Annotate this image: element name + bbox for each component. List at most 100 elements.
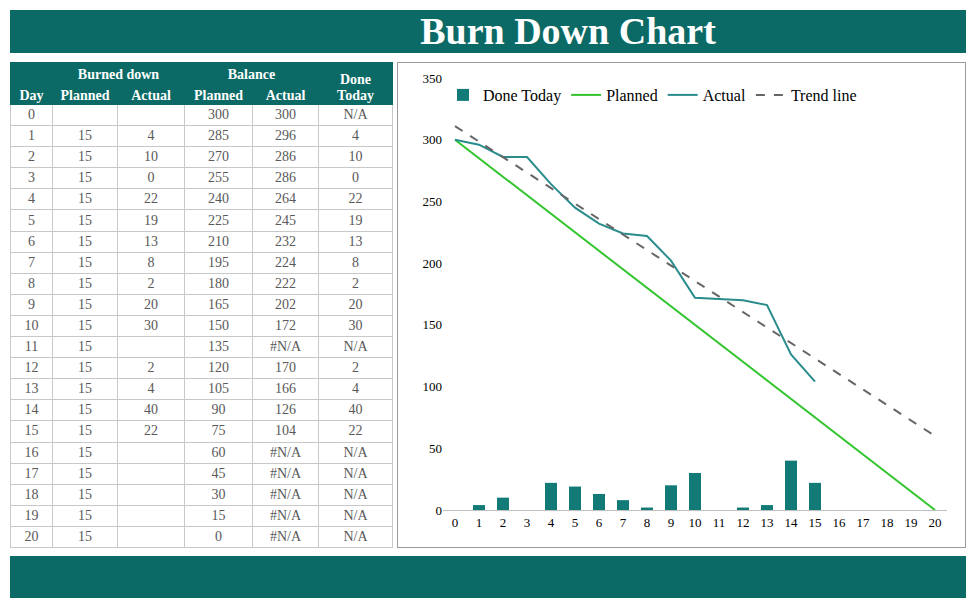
html-text:15: 15 bbox=[24, 423, 39, 439]
html-text:264: 264 bbox=[275, 191, 296, 207]
html-text:N/A: N/A bbox=[343, 444, 368, 460]
html-text:104: 104 bbox=[275, 423, 296, 439]
svg-text:4: 4 bbox=[548, 515, 555, 530]
html-text:105: 105 bbox=[208, 381, 229, 397]
html-text:170: 170 bbox=[275, 360, 296, 376]
html-text:N/A: N/A bbox=[343, 507, 368, 523]
svg-text:15: 15 bbox=[809, 515, 822, 530]
svg-text:20: 20 bbox=[929, 515, 942, 530]
svg-text:350: 350 bbox=[423, 71, 443, 86]
html-text:180: 180 bbox=[208, 275, 229, 291]
html-text:#N/A: #N/A bbox=[269, 465, 302, 481]
html-text:10: 10 bbox=[24, 318, 39, 333]
html-text:22: 22 bbox=[348, 191, 363, 207]
svg-text:300: 300 bbox=[423, 132, 443, 147]
html-text:13: 13 bbox=[24, 381, 39, 397]
html-text:240: 240 bbox=[208, 191, 229, 207]
html-text:10: 10 bbox=[348, 149, 363, 165]
svg-text:250: 250 bbox=[423, 194, 443, 209]
html-text:232: 232 bbox=[275, 233, 296, 249]
html-text:224: 224 bbox=[275, 254, 296, 270]
svg-text:50: 50 bbox=[429, 441, 442, 456]
html-text:N/A: N/A bbox=[343, 528, 368, 544]
html-text:75: 75 bbox=[211, 423, 226, 439]
html-text:172: 172 bbox=[275, 318, 296, 333]
svg-text:1: 1 bbox=[476, 515, 483, 530]
html-text:Done Today: Done Today bbox=[337, 72, 374, 103]
html-text:300: 300 bbox=[275, 107, 296, 122]
html-text:135: 135 bbox=[208, 339, 229, 355]
html-text:225: 225 bbox=[208, 212, 229, 228]
html-text:Actual: Actual bbox=[265, 88, 306, 103]
html-text:286: 286 bbox=[275, 149, 296, 165]
svg-text:17: 17 bbox=[857, 515, 871, 530]
svg-text:2: 2 bbox=[500, 515, 507, 530]
html-text:245: 245 bbox=[275, 212, 296, 228]
svg-text:Planned: Planned bbox=[606, 87, 658, 104]
html-text:20: 20 bbox=[348, 296, 363, 312]
html-text:Planned: Planned bbox=[60, 88, 110, 103]
svg-text:10: 10 bbox=[689, 515, 702, 530]
html-text:Burn Down Chart: Burn Down Chart bbox=[420, 10, 716, 52]
html-text:13: 13 bbox=[348, 233, 363, 249]
html-text:Planned: Planned bbox=[194, 88, 243, 103]
svg-text:200: 200 bbox=[423, 256, 443, 271]
html-text:#N/A: #N/A bbox=[269, 507, 302, 523]
html-text:Burned down: Burned down bbox=[77, 67, 160, 82]
html-text:Actual: Actual bbox=[131, 88, 171, 103]
html-text:166: 166 bbox=[275, 381, 296, 397]
svg-text:13: 13 bbox=[761, 515, 774, 530]
html-text:#N/A: #N/A bbox=[269, 528, 302, 544]
svg-text:5: 5 bbox=[572, 515, 579, 530]
html-text:296: 296 bbox=[275, 128, 296, 144]
html-text:N/A: N/A bbox=[343, 486, 368, 502]
svg-text:Done Today: Done Today bbox=[483, 87, 561, 105]
html-text:286: 286 bbox=[275, 170, 296, 186]
html-text:Day: Day bbox=[19, 88, 44, 103]
svg-text:19: 19 bbox=[905, 515, 918, 530]
svg-text:Trend line: Trend line bbox=[791, 87, 857, 104]
html-text:#N/A: #N/A bbox=[269, 486, 302, 502]
svg-text:12: 12 bbox=[737, 515, 750, 530]
html-text:90: 90 bbox=[211, 402, 226, 418]
html-text:30: 30 bbox=[348, 318, 363, 333]
svg-text:14: 14 bbox=[785, 515, 799, 530]
html-text:120: 120 bbox=[208, 360, 229, 376]
html-text:11: 11 bbox=[24, 339, 39, 355]
svg-text:Actual: Actual bbox=[703, 87, 746, 104]
html-text:210: 210 bbox=[208, 233, 229, 249]
svg-text:7: 7 bbox=[620, 515, 627, 530]
html-text:14: 14 bbox=[24, 402, 39, 418]
svg-text:18: 18 bbox=[881, 515, 894, 530]
svg-text:6: 6 bbox=[596, 515, 603, 530]
svg-text:150: 150 bbox=[423, 317, 443, 332]
svg-text:0: 0 bbox=[452, 515, 459, 530]
html-text:#N/A: #N/A bbox=[269, 339, 302, 355]
html-text:126: 126 bbox=[275, 402, 296, 418]
svg-text:3: 3 bbox=[524, 515, 531, 530]
html-text:N/A: N/A bbox=[343, 107, 368, 122]
html-text:300: 300 bbox=[208, 107, 229, 122]
html-text:22: 22 bbox=[348, 423, 363, 439]
svg-text:0: 0 bbox=[436, 503, 443, 518]
html-text:#N/A: #N/A bbox=[269, 444, 302, 460]
html-text:285: 285 bbox=[208, 128, 229, 144]
svg-text:100: 100 bbox=[423, 379, 443, 394]
html-text:202: 202 bbox=[275, 296, 296, 312]
html-text:165: 165 bbox=[208, 296, 229, 312]
svg-text:11: 11 bbox=[713, 515, 726, 530]
html-text:150: 150 bbox=[208, 318, 229, 333]
html-text:255: 255 bbox=[208, 170, 229, 186]
html-text:N/A: N/A bbox=[343, 339, 368, 355]
html-text:270: 270 bbox=[208, 149, 229, 165]
html-text:40: 40 bbox=[348, 402, 363, 418]
svg-text:16: 16 bbox=[833, 515, 847, 530]
svg-text:9: 9 bbox=[668, 515, 675, 530]
html-text:N/A: N/A bbox=[343, 465, 368, 481]
html-text:222: 222 bbox=[275, 275, 296, 291]
svg-text:8: 8 bbox=[644, 515, 651, 530]
html-text:12: 12 bbox=[24, 360, 39, 376]
html-text:195: 195 bbox=[208, 254, 229, 270]
html-text:Balance: Balance bbox=[227, 67, 276, 82]
html-text:19: 19 bbox=[348, 212, 363, 228]
